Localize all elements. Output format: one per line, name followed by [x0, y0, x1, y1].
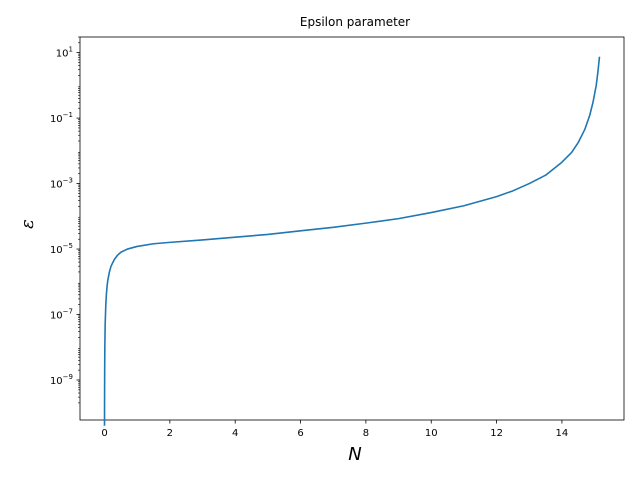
axes-frame	[79, 36, 625, 421]
y-tick-label: 10−5	[50, 242, 73, 256]
x-tick-label: 2	[167, 428, 173, 439]
chart-title: Epsilon parameter	[300, 15, 410, 29]
y-tick-label-base: 10	[56, 49, 69, 60]
y-tick-label-base: 10	[50, 245, 63, 256]
x-tick-label: 10	[425, 428, 438, 439]
series-line	[103, 56, 601, 426]
y-tick-label-exponent: −9	[63, 373, 73, 381]
y-tick-label: 10−1	[50, 111, 73, 125]
y-tick-label: 101	[56, 46, 73, 60]
y-tick-label: 10−3	[50, 177, 73, 191]
x-axis-ticks: 0 2 4 6 8 10 12 14	[101, 420, 568, 439]
x-tick-label: 12	[490, 428, 503, 439]
y-tick-label-exponent: −3	[63, 177, 73, 185]
y-tick-label-base: 10	[50, 114, 63, 125]
y-tick-label-base: 10	[50, 311, 63, 322]
x-tick-label: 4	[232, 428, 238, 439]
x-axis-label: N	[348, 444, 361, 465]
x-tick-label: 14	[556, 428, 569, 439]
plot-area-border	[79, 36, 625, 421]
y-tick-label-exponent: 1	[69, 46, 73, 54]
y-axis-label: ε	[17, 219, 38, 229]
y-tick-label-base: 10	[50, 180, 63, 191]
y-tick-label-exponent: −1	[63, 111, 73, 119]
y-tick-label: 10−9	[50, 373, 73, 387]
y-tick-label-exponent: −5	[63, 242, 73, 250]
y-tick-label-base: 10	[50, 376, 63, 387]
y-tick-label-exponent: −7	[63, 308, 73, 316]
y-tick-label: 10−7	[50, 308, 73, 322]
x-tick-label: 0	[101, 428, 107, 439]
x-tick-label: 8	[363, 428, 369, 439]
series-layer	[103, 56, 601, 426]
x-tick-label: 6	[297, 428, 303, 439]
